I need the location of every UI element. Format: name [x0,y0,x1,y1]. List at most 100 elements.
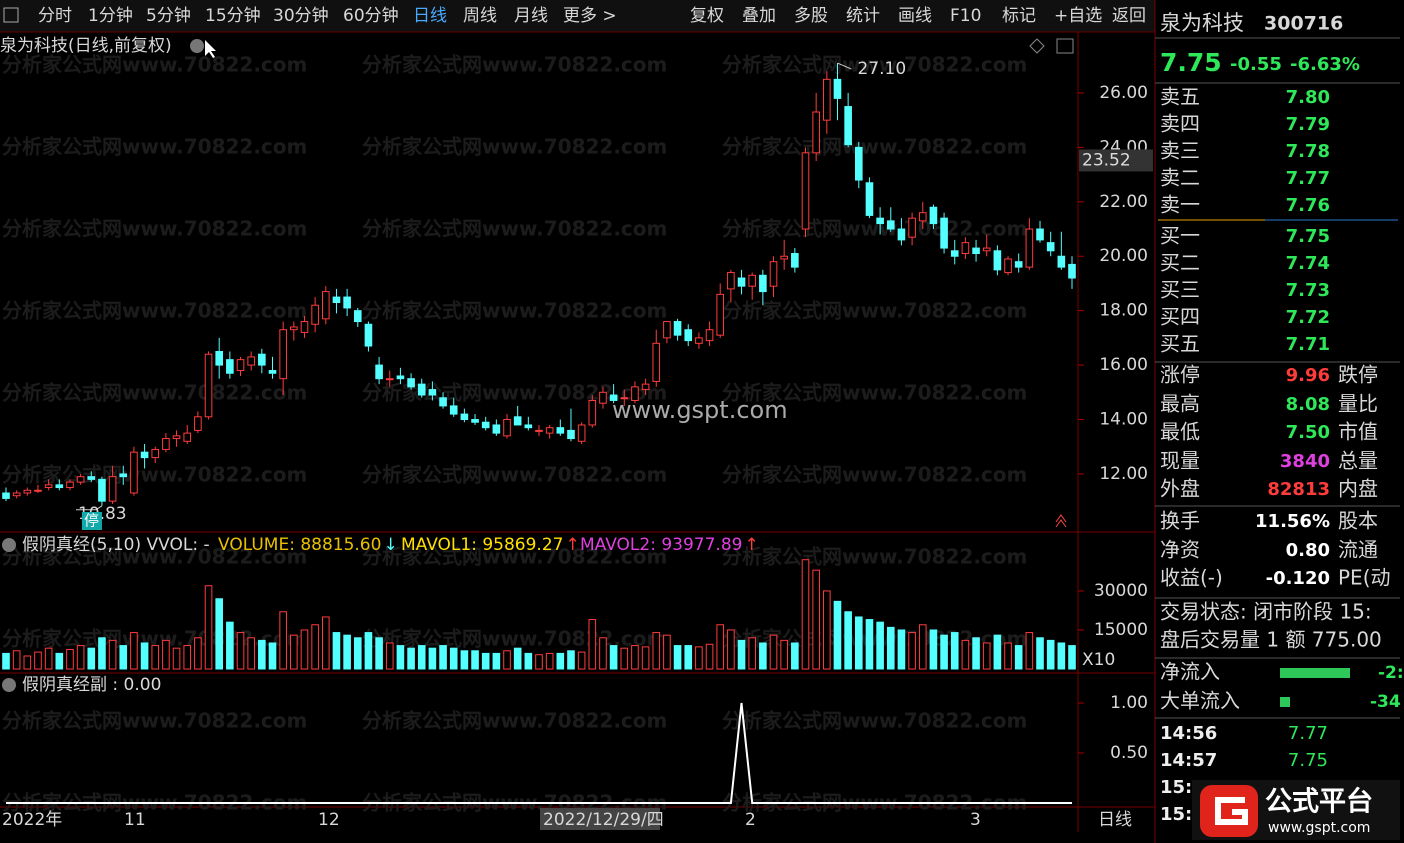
watermark: 分析家公式网www.70822.com [2,709,307,733]
candle-body [1046,242,1055,252]
toolbar-button[interactable]: 标记 [1002,6,1036,26]
candle-body [428,389,437,396]
watermark: 分析家公式网www.70822.com [362,627,667,651]
icon[interactable] [1029,38,1045,54]
volume-bar [162,639,170,670]
stat-label: 外盘 [1160,477,1200,501]
candle-body [1068,263,1076,279]
candle-body [545,427,554,434]
book-price: 7.80 [1286,87,1330,108]
stat-label: 现量 [1160,449,1200,473]
candle-body [652,342,661,382]
logo-icon [1200,785,1258,837]
watermark: 分析家公式网www.70822.com [722,381,1027,405]
volume-bar [172,647,181,670]
volume-bar [705,643,714,670]
logo-mark [1215,797,1248,825]
candle-body [417,383,426,396]
stat-label: 最低 [1160,420,1200,444]
legend-entry: VOLUME: 88815.60 [218,535,381,555]
volume-bar [417,645,426,670]
candle-body [684,329,693,342]
candle-body [407,378,415,388]
candle-body [119,473,128,478]
toolbar-button[interactable]: 1分钟 [88,6,133,26]
volume-bar [588,619,597,670]
flow-bar [1280,668,1350,678]
toolbar-button[interactable]: 统计 [846,6,880,26]
candle-body [716,293,725,336]
book-price: 7.75 [1286,226,1330,247]
volume-bar [1014,645,1023,670]
toolbar-button[interactable]: 5分钟 [146,6,191,26]
book-label: 买四 [1160,305,1200,329]
y-tick-label: 16.00 [1099,355,1148,375]
watermark: 分析家公式网www.70822.com [2,53,307,77]
toolbar-button[interactable]: 复权 [690,6,724,26]
candle-body [226,359,234,374]
settings-icon[interactable] [190,39,204,53]
candle-body [1014,261,1023,268]
candle-body [385,378,394,381]
candle-body [300,321,309,333]
toolbar-button[interactable]: 日线 [413,6,447,26]
volume-bar [76,645,85,670]
toolbar-button[interactable]: 周线 [463,6,497,26]
toolbar-button[interactable]: 60分钟 [343,6,399,26]
volume-bar [290,634,298,670]
volume-bar [428,647,437,670]
toolbar-button[interactable]: 分时 [38,6,72,26]
volume-bar [130,632,138,670]
volume-bar [1068,645,1076,670]
watermark: 分析家公式网www.70822.com [722,463,1027,487]
volume-bar [194,637,202,670]
toolbar-button[interactable]: 30分钟 [273,6,329,26]
change-pct: -6.63% [1290,54,1360,75]
toolbar-button[interactable]: 更多 > [563,6,617,26]
candle-body [620,397,629,400]
toolbar-button[interactable]: F10 [950,6,981,26]
y-tick-label: 20.00 [1099,246,1148,266]
icon[interactable] [2,538,16,552]
candle-body [343,296,351,309]
volume-bar [300,629,309,670]
tick-time: 14:57 [1160,750,1217,771]
watermark: 分析家公式网www.70822.com [2,381,307,405]
flow-bar [1280,697,1290,707]
candle-body [695,337,703,344]
toolbar-button[interactable]: 多股 [794,6,828,26]
icon[interactable] [2,678,16,692]
volume-bar [481,652,490,670]
candle-body [258,353,266,366]
stat-value: 0.80 [1286,540,1330,561]
candle-body [535,429,543,432]
volume-bar [791,642,799,670]
legend-arrow: ↓ [383,535,397,555]
volume-bar [66,648,74,670]
stat-label: 换手 [1160,509,1200,533]
volume-bar [226,621,234,670]
candle-body [513,416,522,426]
toolbar-button[interactable]: 返回 [1112,6,1146,26]
toolbar-button[interactable]: 画线 [898,6,932,26]
last-price: 7.75 [1160,48,1222,77]
volume-bar [886,626,895,670]
toolbar-button[interactable]: 15分钟 [205,6,261,26]
menu-icon[interactable] [3,7,19,23]
candle-body [609,394,618,401]
icon[interactable] [1056,38,1074,54]
candle-body [982,247,991,252]
candle-body [886,220,895,230]
watermark: 分析家公式网www.70822.com [722,627,1027,651]
stat-label: 最高 [1160,392,1200,416]
volume-bar [716,624,725,670]
volume-bar [631,645,639,670]
candle-body [439,397,447,407]
candle-body [215,350,224,366]
logo-url: www.gspt.com [1268,820,1370,836]
stat-label: 涨停 [1160,363,1200,387]
toolbar-button[interactable]: +自选 [1054,6,1102,26]
toolbar-button[interactable]: 月线 [514,6,548,26]
toolbar-button[interactable]: 叠加 [742,6,776,26]
